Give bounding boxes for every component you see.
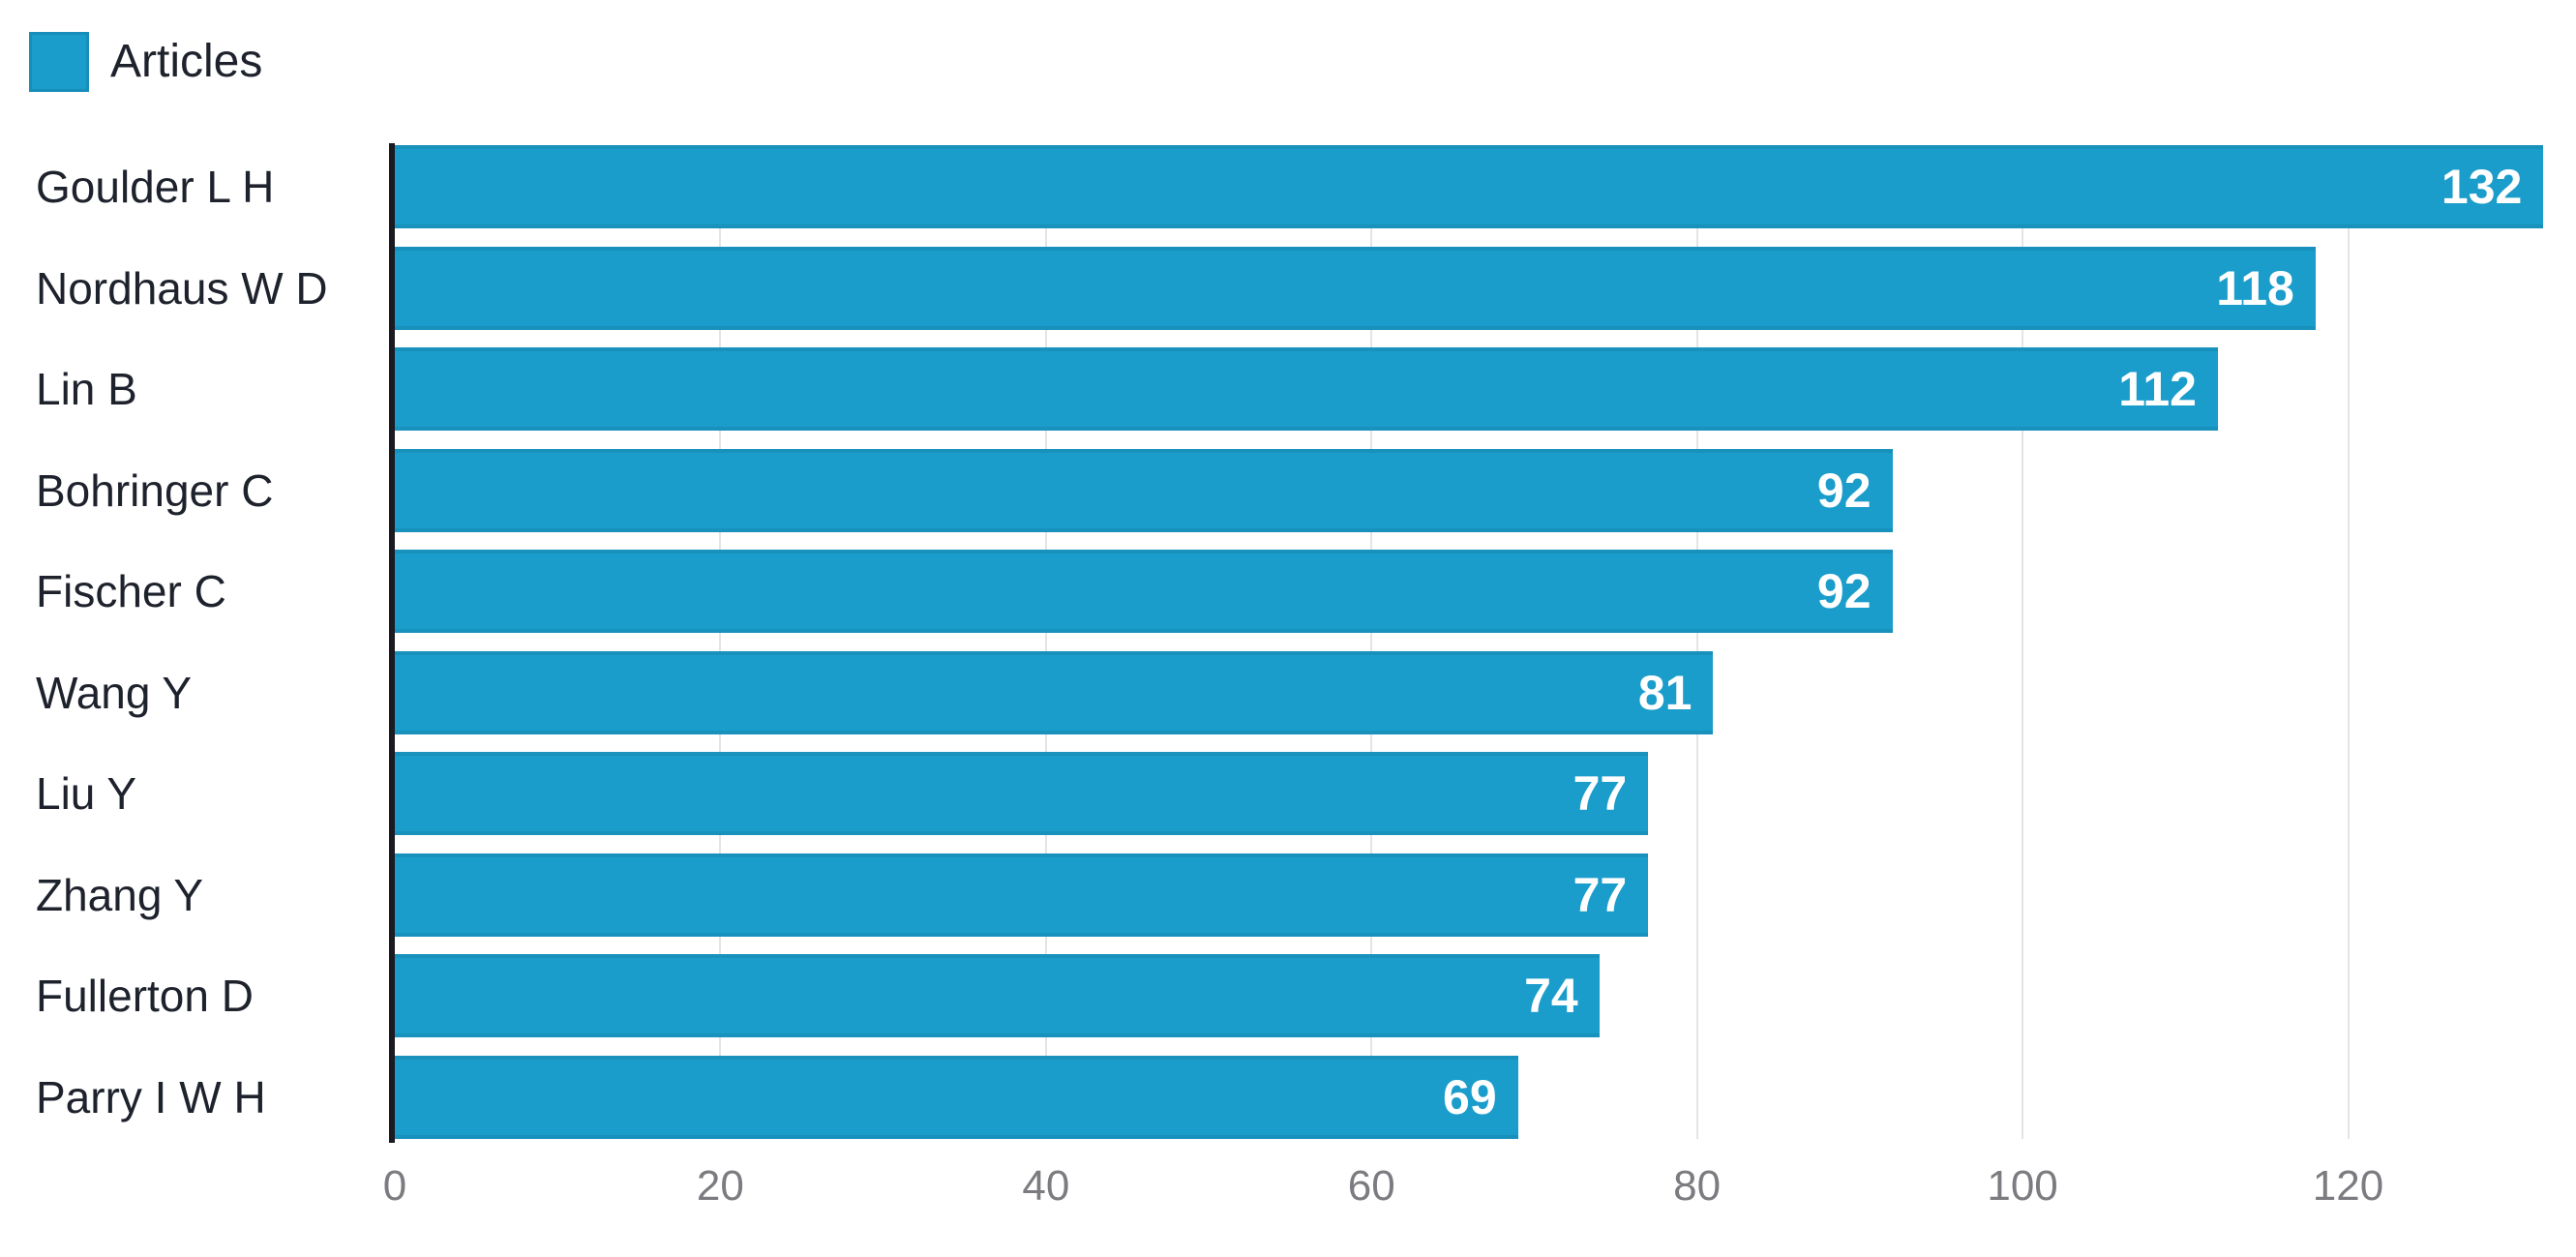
x-tick-label-80: 80: [1673, 1162, 1722, 1210]
gridline-20: [719, 145, 722, 1139]
bar-bohringer-c[interactable]: 92: [395, 448, 1893, 532]
bar-track: 112: [395, 347, 2576, 432]
x-tick-label-0: 0: [382, 1162, 407, 1210]
bar-zhang-y[interactable]: 77: [395, 853, 1649, 937]
legend-label: Articles: [110, 36, 263, 87]
bar-value-label: 69: [1443, 1069, 1497, 1124]
category-label: Zhang Y: [36, 869, 204, 920]
category-label: Nordhaus W D: [36, 262, 328, 314]
bar-row: Bohringer C 92: [0, 448, 2576, 532]
bar-row: Lin B 112: [0, 347, 2576, 432]
gridline-80: [1695, 145, 1698, 1139]
legend-item-articles[interactable]: Articles: [29, 32, 262, 92]
bar-value-label: 132: [2441, 160, 2523, 214]
bar-row: Zhang Y 77: [0, 853, 2576, 937]
bar-row: Parry I W H 69: [0, 1055, 2576, 1139]
bar-value-label: 118: [2216, 260, 2294, 315]
bar-track: 118: [395, 246, 2576, 330]
bar-track: 69: [395, 1055, 2576, 1139]
gridline-40: [1044, 145, 1047, 1139]
bar-rows: Goulder L H 132 Nordhaus W D 118 Lin B 112 Boh…: [0, 145, 2576, 1139]
bar-row: Fischer C 92: [0, 550, 2576, 634]
x-tick-label-60: 60: [1347, 1162, 1395, 1210]
gridline-120: [2347, 145, 2350, 1139]
bar-parry-i-w-h[interactable]: 69: [395, 1055, 1518, 1139]
y-axis-line: [389, 143, 395, 1143]
bar-nordhaus-w-d[interactable]: 118: [395, 246, 2316, 330]
x-axis-ticks: 0 20 40 60 80 100 120: [383, 1157, 2576, 1225]
bar-track: 77: [395, 752, 2576, 836]
bar-goulder-l-h[interactable]: 132: [395, 145, 2544, 228]
x-tick-label-120: 120: [2312, 1162, 2384, 1210]
bar-lin-b[interactable]: 112: [395, 347, 2218, 432]
x-tick-label-40: 40: [1022, 1162, 1070, 1210]
gridline-100: [2022, 145, 2024, 1139]
bar-value-label: 77: [1573, 867, 1628, 922]
category-label: Bohringer C: [36, 464, 274, 516]
legend-swatch-icon: [29, 32, 89, 92]
category-label: Lin B: [36, 364, 137, 415]
bar-liu-y[interactable]: 77: [395, 752, 1649, 836]
category-label: Fischer C: [36, 566, 226, 617]
bar-value-label: 92: [1816, 463, 1872, 518]
bar-value-label: 112: [2118, 362, 2197, 417]
category-label: Liu Y: [36, 768, 137, 820]
bar-fullerton-d[interactable]: 74: [395, 954, 1600, 1038]
bar-fischer-c[interactable]: 92: [395, 550, 1893, 634]
x-tick-label-20: 20: [696, 1162, 744, 1210]
bar-track: 77: [395, 853, 2576, 937]
category-label: Fullerton D: [36, 971, 254, 1022]
bar-track: 92: [395, 550, 2576, 634]
bar-row: Nordhaus W D 118: [0, 246, 2576, 330]
bar-row: Liu Y 77: [0, 752, 2576, 836]
bar-value-label: 81: [1637, 665, 1692, 720]
bar-track: 81: [395, 650, 2576, 734]
bar-value-label: 74: [1524, 969, 1578, 1024]
bar-row: Wang Y 81: [0, 650, 2576, 734]
category-label: Goulder L H: [36, 162, 275, 212]
bar-track: 74: [395, 954, 2576, 1038]
category-label: Parry I W H: [36, 1071, 266, 1122]
x-tick-label-100: 100: [1987, 1162, 2058, 1210]
bar-track: 92: [395, 448, 2576, 532]
bar-row: Goulder L H 132: [0, 145, 2576, 228]
gridline-60: [1370, 145, 1373, 1139]
bar-value-label: 92: [1816, 564, 1872, 619]
bar-value-label: 77: [1573, 766, 1628, 822]
bar-row: Fullerton D 74: [0, 954, 2576, 1038]
plot-area: [395, 145, 2576, 1139]
bar-wang-y[interactable]: 81: [395, 650, 1714, 734]
bar-track: 132: [395, 145, 2576, 228]
category-label: Wang Y: [36, 667, 193, 718]
